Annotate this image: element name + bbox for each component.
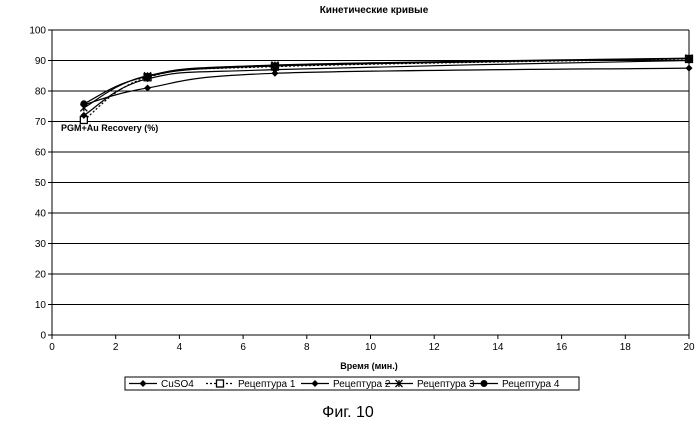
data-point [144,72,152,80]
y-tick-label: 0 [40,331,46,342]
chart-title: Кинетические кривые [320,5,429,16]
y-tick-label: 50 [35,178,47,189]
data-point [685,64,693,72]
x-tick-label: 0 [49,342,55,353]
y-tick-label: 40 [35,209,47,220]
legend-entry: CuSO4 [129,379,194,390]
y-tick-label: 10 [35,300,47,311]
y-tick-label: 90 [35,56,47,67]
legend-label: Рецептура 1 [238,379,296,390]
figure-caption: Фиг. 10 [322,404,374,421]
series-3 [80,57,693,119]
y-tick-label: 80 [35,87,47,98]
legend-marker [215,379,225,388]
x-tick-label: 4 [177,342,183,353]
legend-marker [395,379,403,388]
legend-label: Рецептура 3 [417,379,475,390]
y-tick-label: 30 [35,239,47,250]
x-tick-label: 10 [365,342,377,353]
series-2 [79,54,694,125]
legend-entry: Рецептура 4 [470,379,560,390]
legend: CuSO4 Рецептура 1 Рецептура 2 Рецептура 3 Ре… [124,376,580,391]
data-point [80,100,88,108]
series-5 [80,55,693,108]
y-axis-title: PGM+Au Recovery (%) [61,123,158,133]
y-tick-label: 70 [35,117,47,128]
y-tick-label: 20 [35,270,47,281]
legend-label: Рецептура 4 [502,379,560,390]
legend-marker [311,380,319,387]
x-tick-label: 6 [240,342,246,353]
data-point [80,111,88,119]
legend-label: CuSO4 [161,379,194,390]
data-point [271,69,279,77]
data-point [271,62,279,70]
legend-label: Рецептура 2 [333,379,391,390]
x-tick-label: 12 [429,342,441,353]
series-layer [79,54,694,125]
x-axis-title: Время (мин.) [340,361,397,371]
y-tick-label: 60 [35,148,47,159]
legend-marker [139,380,147,387]
legend-entry: Рецептура 1 [206,379,296,390]
series-line [83,58,690,105]
legend-marker [480,380,488,387]
series-line [83,58,690,121]
x-tick-label: 20 [683,342,695,353]
axes: 0 10 20 30 40 50 60 70 80 90 100 0 2 4 6 8 10 12 14 16 18 20 [29,26,695,354]
x-tick-label: 14 [492,342,504,353]
legend-box [124,376,580,391]
x-tick-label: 18 [620,342,632,353]
x-tick-label: 16 [556,342,568,353]
data-point [685,55,693,63]
y-tick-label: 100 [29,26,46,37]
x-tick-label: 2 [113,342,119,353]
data-point [144,84,152,92]
legend-entry: Рецептура 3 [385,379,475,390]
x-tick-label: 8 [304,342,310,353]
legend-entry: Рецептура 2 [301,379,391,390]
